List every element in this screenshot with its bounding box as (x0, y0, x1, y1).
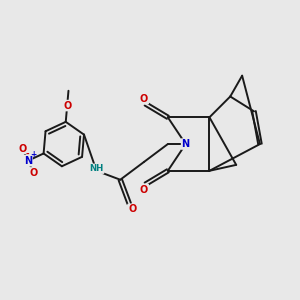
Text: N: N (24, 156, 32, 166)
Text: -: - (26, 149, 29, 158)
Text: NH: NH (89, 164, 103, 173)
Text: O: O (128, 204, 136, 214)
Text: O: O (140, 94, 148, 103)
Text: +: + (30, 150, 37, 159)
Text: O: O (18, 144, 26, 154)
Text: O: O (63, 100, 71, 111)
Text: O: O (29, 168, 38, 178)
Text: N: N (182, 139, 190, 149)
Text: O: O (140, 184, 148, 194)
